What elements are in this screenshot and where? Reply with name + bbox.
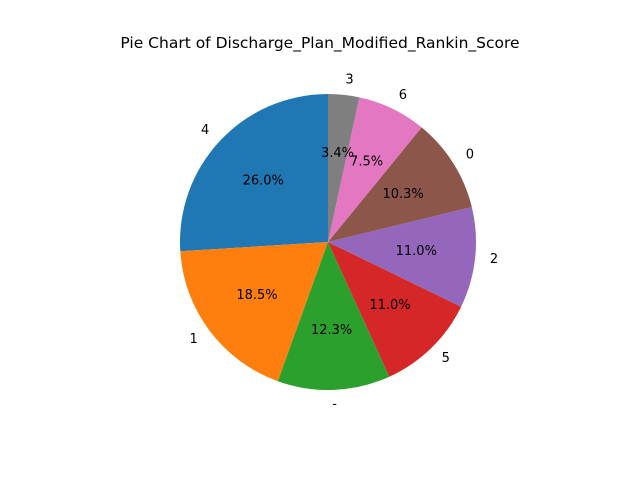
- pie-slice-5: [328, 242, 462, 377]
- slice-category-label: 1: [190, 332, 198, 347]
- slice-category-label: 4: [201, 123, 209, 138]
- chart-title: Pie Chart of Discharge_Plan_Modified_Ran…: [120, 34, 520, 52]
- pie-slice-1: [180, 242, 328, 382]
- slices-layer: [179, 93, 477, 390]
- pie-slice-2: [328, 206, 477, 307]
- slice-category-label: 2: [490, 252, 498, 267]
- pie-slice-0: [328, 127, 472, 242]
- slice-percent-label: 10.3%: [382, 187, 423, 202]
- slice-category-label: 5: [442, 351, 450, 366]
- slice-category-label: -: [332, 397, 337, 412]
- slice-percent-label: 26.0%: [243, 174, 284, 189]
- pie-slice-6: [328, 97, 422, 242]
- slice-category-label: 3: [345, 73, 353, 88]
- slice-percent-label: 11.0%: [396, 244, 437, 259]
- slice-percent-label: 12.3%: [311, 323, 352, 338]
- slice-percent-label: 18.5%: [236, 288, 277, 303]
- slice-category-label: 6: [399, 88, 407, 103]
- slice-percent-label: 11.0%: [369, 298, 410, 313]
- slice-category-label: 0: [466, 148, 474, 163]
- labels-layer: 4 26.0% 1 18.5% - 12.3% 5 11.0% 2 11.0% 0 10.3% 6 7.5…: [190, 73, 499, 413]
- pie-slice-dash: [277, 242, 390, 390]
- slice-percent-label: 7.5%: [350, 155, 383, 170]
- pie-slice-3: [328, 94, 360, 242]
- pie-slice-4: [179, 93, 328, 252]
- slice-percent-label: 3.4%: [321, 146, 354, 161]
